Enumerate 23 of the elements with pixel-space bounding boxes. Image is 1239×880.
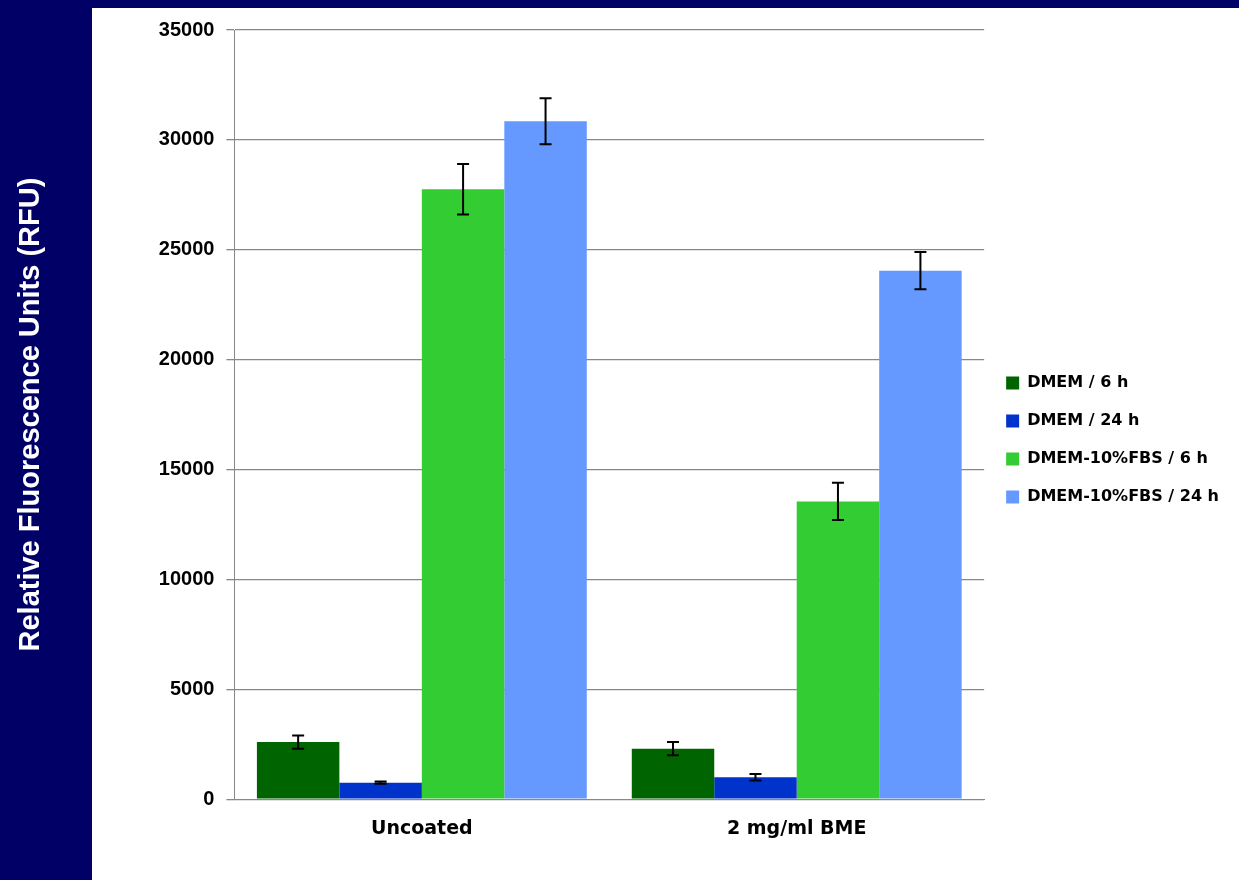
y-tick-label: 25000	[158, 237, 215, 260]
bar	[631, 748, 715, 799]
y-tick-label: 10000	[158, 566, 215, 589]
y-tick-label: 15000	[158, 457, 215, 480]
legend-label: DMEM-10%FBS / 6 h	[1027, 448, 1208, 468]
legend-label: DMEM-10%FBS / 24 h	[1027, 486, 1220, 506]
legend-label: DMEM / 6 h	[1027, 372, 1129, 392]
y-tick-label: 30000	[158, 127, 215, 150]
y-axis-title: Relative Fluorescence Units (RFU)	[13, 177, 46, 652]
x-tick-label: 2 mg/ml BME	[726, 815, 867, 838]
y-tick-label: 5000	[169, 676, 215, 699]
bar	[796, 501, 880, 799]
y-tick-label: 35000	[158, 17, 215, 40]
bar	[339, 782, 422, 799]
x-tick-label: Uncoated	[371, 815, 473, 838]
legend-label: DMEM / 24 h	[1027, 410, 1140, 430]
bar	[421, 189, 505, 799]
bar	[504, 121, 587, 799]
y-tick-label: 0	[203, 786, 215, 809]
bar	[256, 742, 340, 799]
y-tick-label: 20000	[158, 347, 215, 370]
bar	[714, 777, 797, 799]
bar	[879, 270, 962, 799]
